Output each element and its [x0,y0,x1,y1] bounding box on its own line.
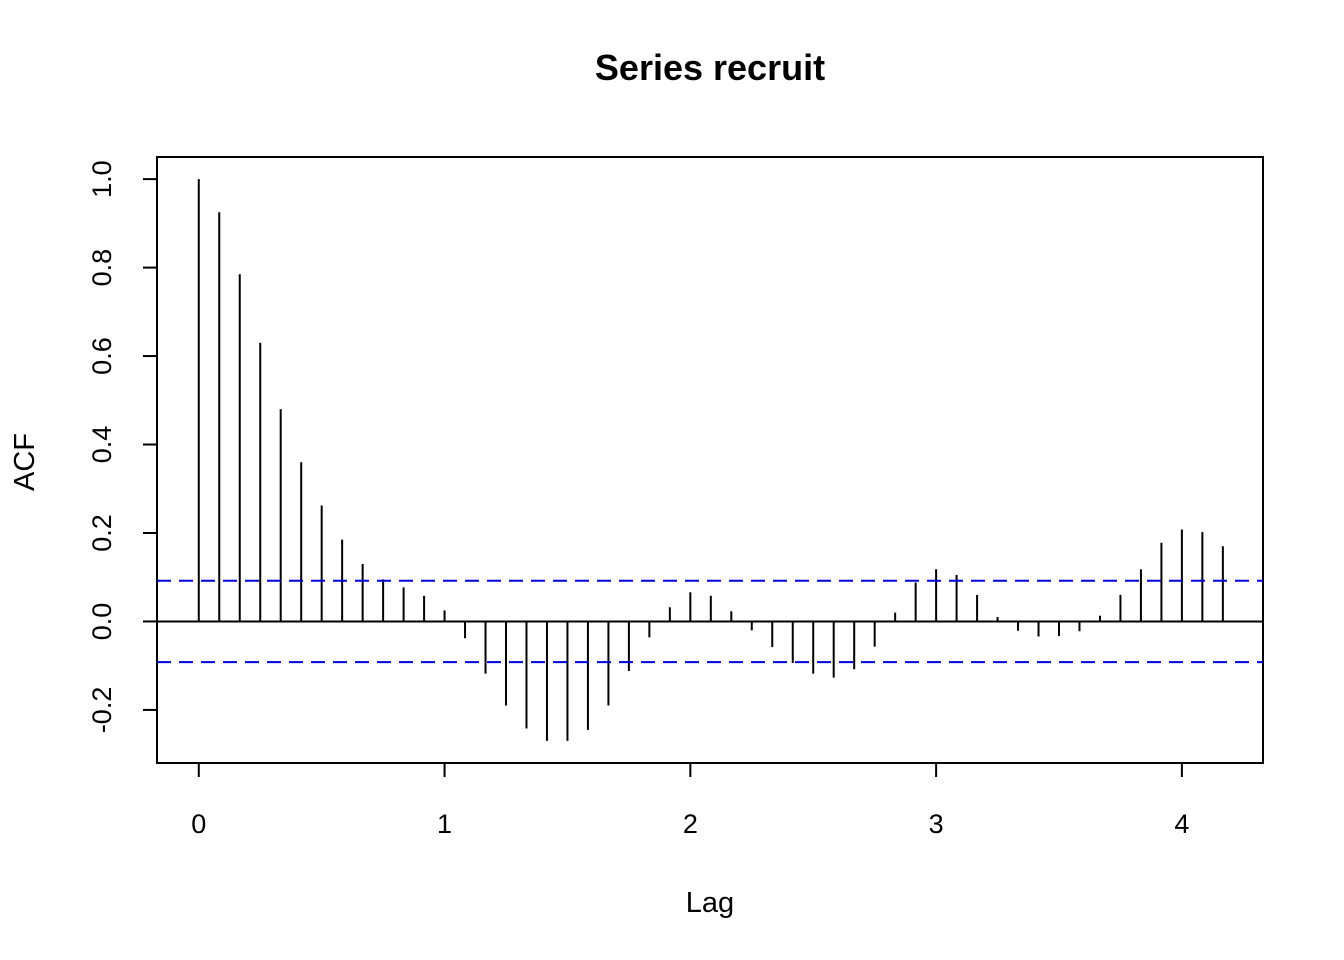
y-tick-label: 0.0 [87,603,117,641]
y-tick-label: 1.0 [87,160,117,198]
acf-spikes [197,179,1224,741]
y-tick-label: 0.4 [87,426,117,464]
x-axis: 0 1 2 3 4 [191,762,1189,839]
y-axis-label: ACF [9,433,41,491]
y-tick-label: 0.8 [87,249,117,287]
x-tick-label: 3 [929,809,944,839]
x-tick-label: 1 [437,809,452,839]
x-tick-label: 4 [1174,809,1189,839]
x-tick-label: 2 [683,809,698,839]
x-axis-label: Lag [686,887,734,919]
plot-frame [156,156,1264,764]
y-tick-label: 0.2 [87,514,117,552]
confidence-bounds [157,579,1263,664]
y-tick-label: 0.6 [87,337,117,375]
x-tick-label: 0 [191,809,206,839]
y-axis: -0.2 0.0 0.2 0.4 0.6 0.8 1.0 [87,160,158,734]
chart-title: Series recruit [595,47,825,88]
y-tick-label: -0.2 [87,687,117,734]
